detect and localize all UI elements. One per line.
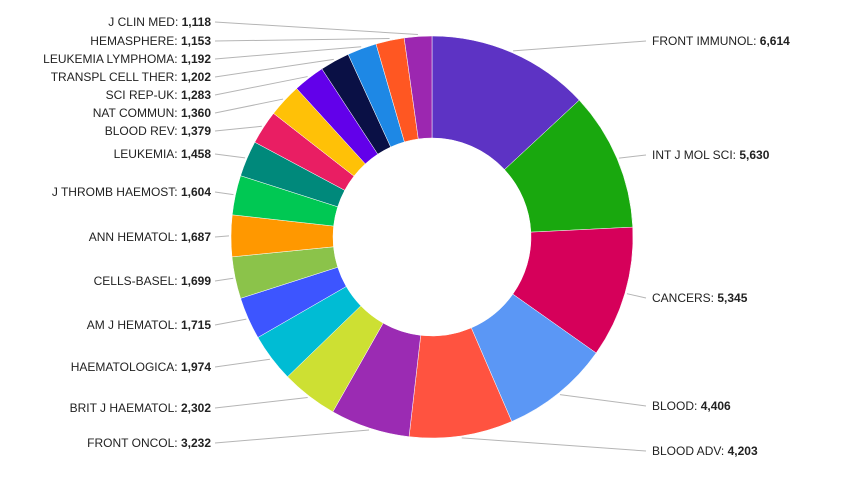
slice-label-blood-adv: BLOOD ADV: 4,203 — [652, 444, 758, 458]
slice-label-value: 6,614 — [760, 34, 790, 48]
slice-label-brit-j-haematol: BRIT J HAEMATOL: 2,302 — [70, 401, 212, 415]
leader-line-hemasphere — [214, 37, 390, 42]
leader-line-blood — [559, 394, 647, 407]
labels-layer: FRONT IMMUNOL: 6,614 INT J MOL SCI: 5,630… — [43, 15, 790, 458]
leader-line-transpl-cell-ther — [214, 58, 334, 78]
leader-line-j-clin-med — [214, 21, 418, 35]
leader-line-am-j-hematol — [214, 318, 247, 326]
leader-line-nat-commun — [214, 98, 284, 114]
slice-label-name: FRONT IMMUNOL: — [652, 34, 760, 48]
slice-label-name: HAEMATOLOGICA: — [71, 360, 181, 374]
slice-label-name: BRIT J HAEMATOL: — [70, 401, 181, 415]
slice-j-clin-med — [403, 35, 433, 140]
slice-label-blood-rev: BLOOD REV: 1,379 — [105, 124, 212, 138]
slice-label-value: 1,192 — [181, 52, 211, 66]
slice-label-name: BLOOD REV: — [105, 124, 181, 138]
slice-label-value: 3,232 — [181, 436, 211, 450]
slice-label-cancers: CANCERS: 5,345 — [652, 291, 748, 305]
slice-label-name: LEUKEMIA LYMPHOMA: — [43, 52, 181, 66]
leader-lines-layer — [214, 21, 647, 452]
slice-label-value: 1,360 — [181, 106, 211, 120]
leader-line-leukemia-lymphoma — [214, 46, 362, 60]
slice-label-value: 1,118 — [182, 15, 212, 29]
slice-label-front-oncol: FRONT ONCOL: 3,232 — [87, 436, 211, 450]
slice-label-name: TRANSPL CELL THER: — [51, 70, 181, 84]
slice-label-value: 1,458 — [181, 147, 211, 161]
slice-label-value: 1,699 — [181, 274, 211, 288]
slice-label-name: BLOOD: — [652, 399, 701, 413]
leader-line-leukemia — [214, 153, 246, 159]
slice-label-value: 1,283 — [181, 88, 211, 102]
slice-label-name: HEMASPHERE: — [90, 34, 181, 48]
slice-label-am-j-hematol: AM J HEMATOL: 1,715 — [87, 318, 212, 332]
slice-label-value: 5,345 — [717, 291, 747, 305]
slice-label-value: 1,153 — [181, 34, 211, 48]
slice-label-name: SCI REP-UK: — [106, 88, 181, 102]
slice-label-leukemia: LEUKEMIA: 1,458 — [114, 147, 212, 161]
slice-label-value: 1,604 — [181, 185, 211, 199]
slice-label-int-j-mol-sci: INT J MOL SCI: 5,630 — [652, 148, 770, 162]
slices-layer — [230, 35, 634, 439]
slice-label-name: LEUKEMIA: — [114, 147, 181, 161]
leader-line-int-j-mol-sci — [619, 154, 647, 159]
slice-label-transpl-cell-ther: TRANSPL CELL THER: 1,202 — [51, 70, 212, 84]
slice-label-blood: BLOOD: 4,406 — [652, 399, 731, 413]
slice-label-name: NAT COMMUN: — [93, 106, 181, 120]
leader-line-blood-rev — [214, 125, 262, 132]
slice-label-name: J CLIN MED: — [108, 15, 181, 29]
slice-label-hemasphere: HEMASPHERE: 1,153 — [90, 34, 211, 48]
slice-label-name: FRONT ONCOL: — [87, 436, 181, 450]
slice-label-name: ANN HEMATOL: — [89, 230, 181, 244]
slice-label-name: CELLS-BASEL: — [94, 274, 181, 288]
leader-line-sci-rep-uk — [214, 76, 308, 96]
slice-label-leukemia-lymphoma: LEUKEMIA LYMPHOMA: 1,192 — [43, 52, 211, 66]
slice-label-name: INT J MOL SCI: — [652, 148, 739, 162]
leader-line-haematologica — [214, 358, 270, 368]
slice-label-nat-commun: NAT COMMUN: 1,360 — [93, 106, 212, 120]
slice-label-value: 1,379 — [181, 124, 211, 138]
leader-line-front-oncol — [214, 429, 370, 444]
slice-label-haematologica: HAEMATOLOGICA: 1,974 — [71, 360, 212, 374]
slice-label-value: 4,406 — [701, 399, 731, 413]
slice-label-name: J THROMB HAEMOST: — [52, 185, 181, 199]
slice-label-value: 1,715 — [181, 318, 211, 332]
leader-line-front-immunol — [513, 40, 647, 52]
slice-label-name: BLOOD ADV: — [652, 444, 728, 458]
slice-label-value: 1,687 — [181, 230, 211, 244]
slice-label-name: AM J HEMATOL: — [87, 318, 181, 332]
slice-label-name: CANCERS: — [652, 291, 717, 305]
leader-line-ann-hematol — [214, 235, 230, 238]
slice-label-ann-hematol: ANN HEMATOL: 1,687 — [89, 230, 212, 244]
slice-label-front-immunol: FRONT IMMUNOL: 6,614 — [652, 34, 790, 48]
leader-line-blood-adv — [461, 437, 647, 452]
leader-line-brit-j-haematol — [214, 396, 308, 409]
slice-label-value: 4,203 — [728, 444, 758, 458]
slice-label-value: 1,974 — [181, 360, 211, 374]
leader-line-cancers — [626, 293, 647, 299]
slice-label-value: 1,202 — [181, 70, 211, 84]
slice-label-j-clin-med: J CLIN MED: 1,118 — [108, 15, 211, 29]
slice-label-value: 5,630 — [739, 148, 769, 162]
slice-label-sci-rep-uk: SCI REP-UK: 1,283 — [106, 88, 212, 102]
leader-line-cells-basel — [214, 277, 234, 282]
slice-label-value: 2,302 — [181, 401, 211, 415]
slice-label-cells-basel: CELLS-BASEL: 1,699 — [94, 274, 212, 288]
leader-line-j-thromb-haemost — [214, 191, 234, 196]
slice-label-j-thromb-haemost: J THROMB HAEMOST: 1,604 — [52, 185, 211, 199]
